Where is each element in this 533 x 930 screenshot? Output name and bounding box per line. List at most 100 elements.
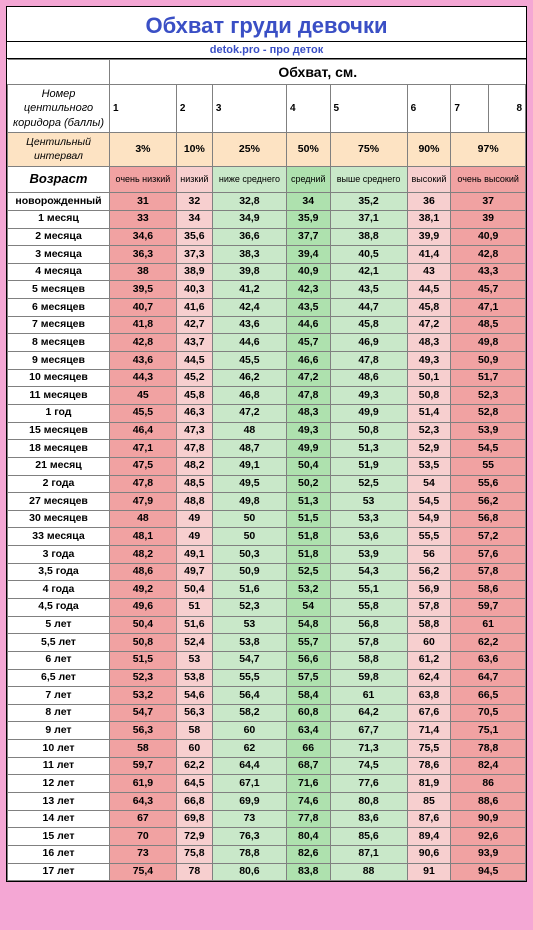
corridor-label: Номер центильного коридора (баллы) <box>8 85 110 133</box>
value-cell: 49,1 <box>212 457 286 475</box>
value-cell: 43,5 <box>287 299 330 317</box>
corridor-num: 4 <box>287 85 330 133</box>
value-cell: 38,9 <box>176 263 212 281</box>
value-cell: 44,7 <box>330 299 407 317</box>
value-cell: 68,7 <box>287 757 330 775</box>
main-title: Обхват груди девочки <box>7 7 526 42</box>
value-cell: 47,5 <box>110 457 177 475</box>
age-cell: 18 месяцев <box>8 440 110 458</box>
value-cell: 37,7 <box>287 228 330 246</box>
corridor-num: 2 <box>176 85 212 133</box>
value-cell: 48,1 <box>110 528 177 546</box>
value-cell: 49,9 <box>330 404 407 422</box>
age-cell: 10 месяцев <box>8 369 110 387</box>
value-cell: 64,3 <box>110 793 177 811</box>
value-cell: 41,4 <box>407 246 451 264</box>
value-cell: 67,7 <box>330 722 407 740</box>
value-cell: 42,4 <box>212 299 286 317</box>
data-row: 7 лет53,254,656,458,46163,866,5 <box>8 687 526 705</box>
data-row: 5,5 лет50,852,453,855,757,86062,2 <box>8 634 526 652</box>
value-cell: 69,8 <box>176 810 212 828</box>
value-cell: 83,8 <box>287 863 330 881</box>
value-cell: 50,4 <box>110 616 177 634</box>
value-cell: 47,8 <box>287 387 330 405</box>
value-cell: 51,8 <box>287 528 330 546</box>
value-cell: 49,6 <box>110 598 177 616</box>
value-cell: 51,6 <box>176 616 212 634</box>
value-cell: 94,5 <box>451 863 526 881</box>
value-cell: 51,3 <box>330 440 407 458</box>
value-cell: 34 <box>176 210 212 228</box>
age-cell: 33 месяца <box>8 528 110 546</box>
value-cell: 42,8 <box>110 334 177 352</box>
section-header-row: Обхват, см. <box>8 60 526 85</box>
value-cell: 49,3 <box>287 422 330 440</box>
value-cell: 55,5 <box>212 669 286 687</box>
data-row: 3 месяца36,337,338,339,440,541,442,8 <box>8 246 526 264</box>
value-cell: 45,2 <box>176 369 212 387</box>
value-cell: 48 <box>212 422 286 440</box>
value-cell: 49 <box>176 528 212 546</box>
value-cell: 63,4 <box>287 722 330 740</box>
value-cell: 57,8 <box>330 634 407 652</box>
value-cell: 73 <box>110 845 177 863</box>
value-cell: 47,2 <box>287 369 330 387</box>
value-cell: 53,8 <box>176 669 212 687</box>
value-cell: 49,9 <box>287 440 330 458</box>
value-cell: 66,8 <box>176 793 212 811</box>
value-cell: 49,3 <box>330 387 407 405</box>
value-cell: 55,7 <box>287 634 330 652</box>
age-cell: 16 лет <box>8 845 110 863</box>
age-cell: 8 лет <box>8 704 110 722</box>
value-cell: 71,3 <box>330 740 407 758</box>
interval-label: Центильный интервал <box>8 133 110 167</box>
data-row: 7 месяцев41,842,743,644,645,847,248,5 <box>8 316 526 334</box>
corridor-num: 3 <box>212 85 286 133</box>
data-row: 10 месяцев44,345,246,247,248,650,151,7 <box>8 369 526 387</box>
value-cell: 54,9 <box>407 510 451 528</box>
value-cell: 47,8 <box>330 352 407 370</box>
data-row: 5 месяцев39,540,341,242,343,544,545,7 <box>8 281 526 299</box>
value-cell: 35,9 <box>287 210 330 228</box>
value-cell: 51,6 <box>212 581 286 599</box>
value-cell: 47,1 <box>451 299 526 317</box>
age-cell: 12 лет <box>8 775 110 793</box>
value-cell: 53,5 <box>407 457 451 475</box>
data-row: 3 года48,249,150,351,853,95657,6 <box>8 546 526 564</box>
value-cell: 39 <box>451 210 526 228</box>
value-cell: 52,8 <box>451 404 526 422</box>
data-row: 11 месяцев4545,846,847,849,350,852,3 <box>8 387 526 405</box>
category-cell: высокий <box>407 167 451 193</box>
value-cell: 55,8 <box>330 598 407 616</box>
value-cell: 53 <box>176 651 212 669</box>
age-cell: 4 года <box>8 581 110 599</box>
percent-cell: 10% <box>176 133 212 167</box>
value-cell: 49 <box>176 510 212 528</box>
data-row: 15 месяцев46,447,34849,350,852,353,9 <box>8 422 526 440</box>
value-cell: 61 <box>451 616 526 634</box>
data-row: 6,5 лет52,353,855,557,559,862,464,7 <box>8 669 526 687</box>
age-cell: 17 лет <box>8 863 110 881</box>
value-cell: 42,7 <box>176 316 212 334</box>
value-cell: 53 <box>330 493 407 511</box>
value-cell: 81,9 <box>407 775 451 793</box>
percent-cell: 90% <box>407 133 451 167</box>
value-cell: 59,8 <box>330 669 407 687</box>
value-cell: 52,3 <box>451 387 526 405</box>
value-cell: 58,8 <box>407 616 451 634</box>
value-cell: 40,7 <box>110 299 177 317</box>
percent-cell: 3% <box>110 133 177 167</box>
value-cell: 50,4 <box>176 581 212 599</box>
value-cell: 35,2 <box>330 193 407 211</box>
value-cell: 58 <box>176 722 212 740</box>
value-cell: 67,1 <box>212 775 286 793</box>
value-cell: 31 <box>110 193 177 211</box>
data-row: 8 месяцев42,843,744,645,746,948,349,8 <box>8 334 526 352</box>
value-cell: 38,8 <box>330 228 407 246</box>
data-row: 4,5 года49,65152,35455,857,859,7 <box>8 598 526 616</box>
value-cell: 56,4 <box>212 687 286 705</box>
value-cell: 74,6 <box>287 793 330 811</box>
subtitle: detok.pro - про деток <box>7 42 526 59</box>
age-cell: 2 месяца <box>8 228 110 246</box>
value-cell: 48,2 <box>110 546 177 564</box>
